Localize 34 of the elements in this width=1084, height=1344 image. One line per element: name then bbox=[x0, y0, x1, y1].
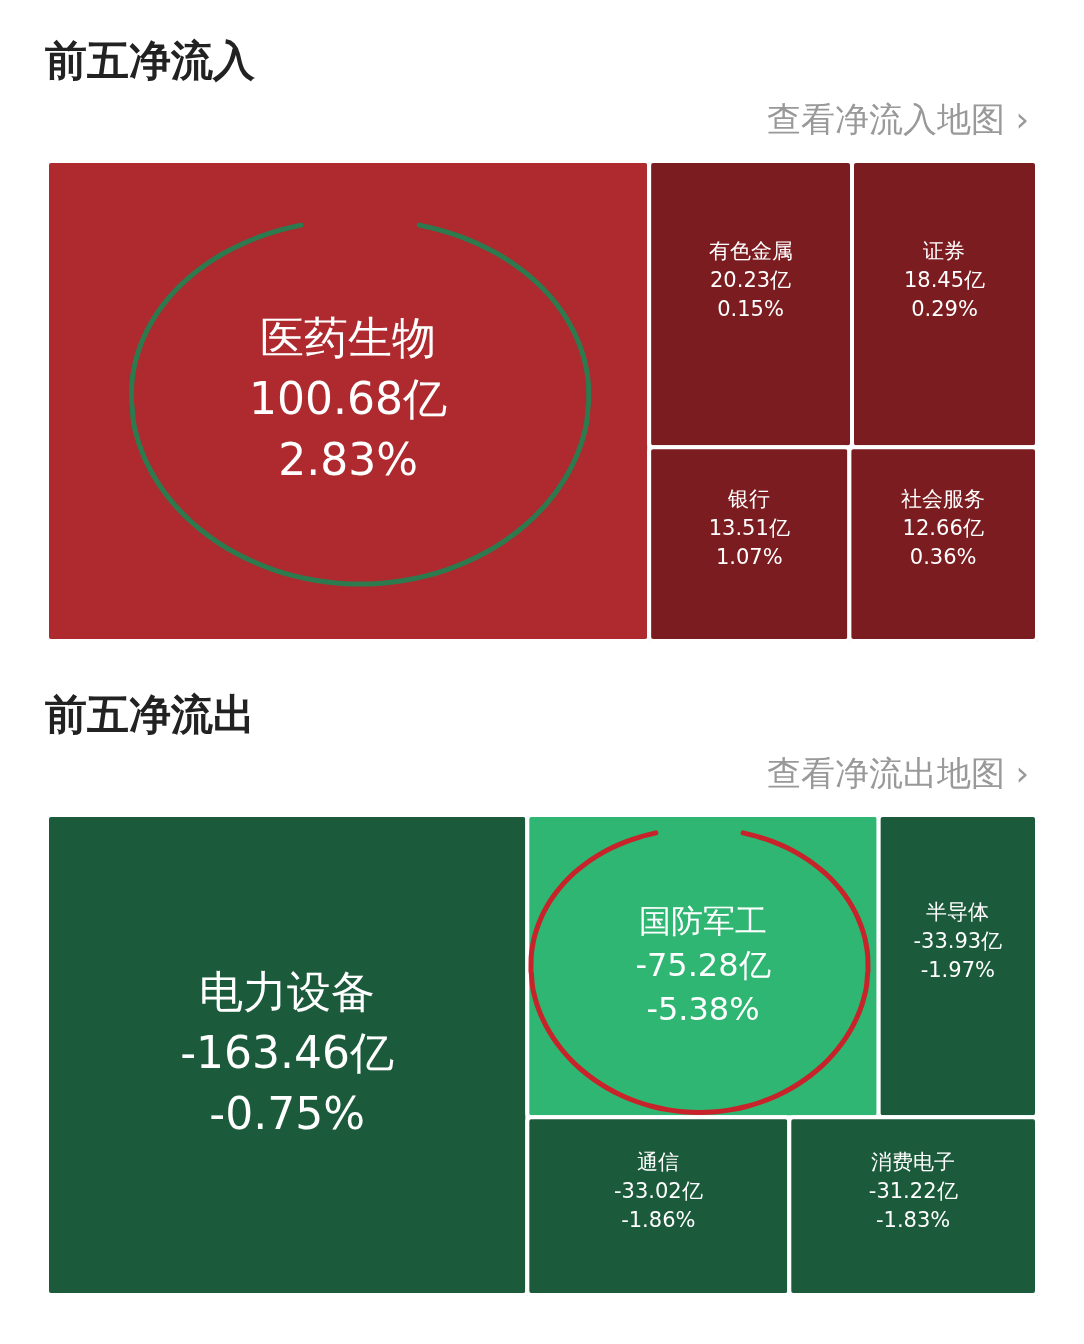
data-label: 20.23亿 bbox=[710, 268, 792, 293]
text: 0.36% bbox=[909, 544, 977, 569]
text: -1.86% bbox=[621, 1207, 696, 1232]
data-label: -75.28亿 bbox=[635, 946, 771, 985]
category-label: 证券 bbox=[923, 239, 966, 264]
text: 0.15% bbox=[717, 297, 784, 322]
text: 2.83% bbox=[278, 433, 418, 485]
category-label: 通信 bbox=[637, 1149, 680, 1174]
data-label: -163.46亿 bbox=[180, 1027, 395, 1078]
data-label: 12.66亿 bbox=[902, 515, 984, 540]
category-label: 半导体 bbox=[926, 899, 990, 924]
text: 1.07% bbox=[715, 544, 783, 569]
text: 前五净流出 bbox=[45, 690, 255, 739]
data-label: 100.68亿 bbox=[249, 373, 448, 424]
data-label: -31.22亿 bbox=[868, 1178, 958, 1203]
text: -1.83% bbox=[876, 1207, 951, 1232]
data-label: 18.45亿 bbox=[903, 268, 986, 293]
category-label: 有色金属 bbox=[708, 239, 793, 264]
data-label: 13.51亿 bbox=[708, 515, 790, 540]
category-label: 消费电子 bbox=[871, 1149, 956, 1174]
text: 查看净流出地图 › bbox=[766, 753, 1029, 793]
data-label: -33.93亿 bbox=[913, 928, 1003, 953]
text: -1.97% bbox=[920, 957, 995, 982]
text: 前五净流入 bbox=[45, 36, 256, 85]
data-label: -33.02亿 bbox=[613, 1178, 703, 1203]
category-label: 医药生物 bbox=[260, 312, 437, 364]
text: 0.29% bbox=[911, 297, 978, 322]
category-label: 社会服务 bbox=[901, 486, 986, 511]
category-label: 银行 bbox=[727, 486, 771, 511]
category-label: 国防军工 bbox=[638, 901, 767, 940]
text: -0.75% bbox=[209, 1087, 365, 1139]
text: -5.38% bbox=[646, 990, 760, 1029]
text: 查看净流入地图 › bbox=[766, 99, 1029, 139]
category-label: 电力设备 bbox=[199, 966, 376, 1018]
